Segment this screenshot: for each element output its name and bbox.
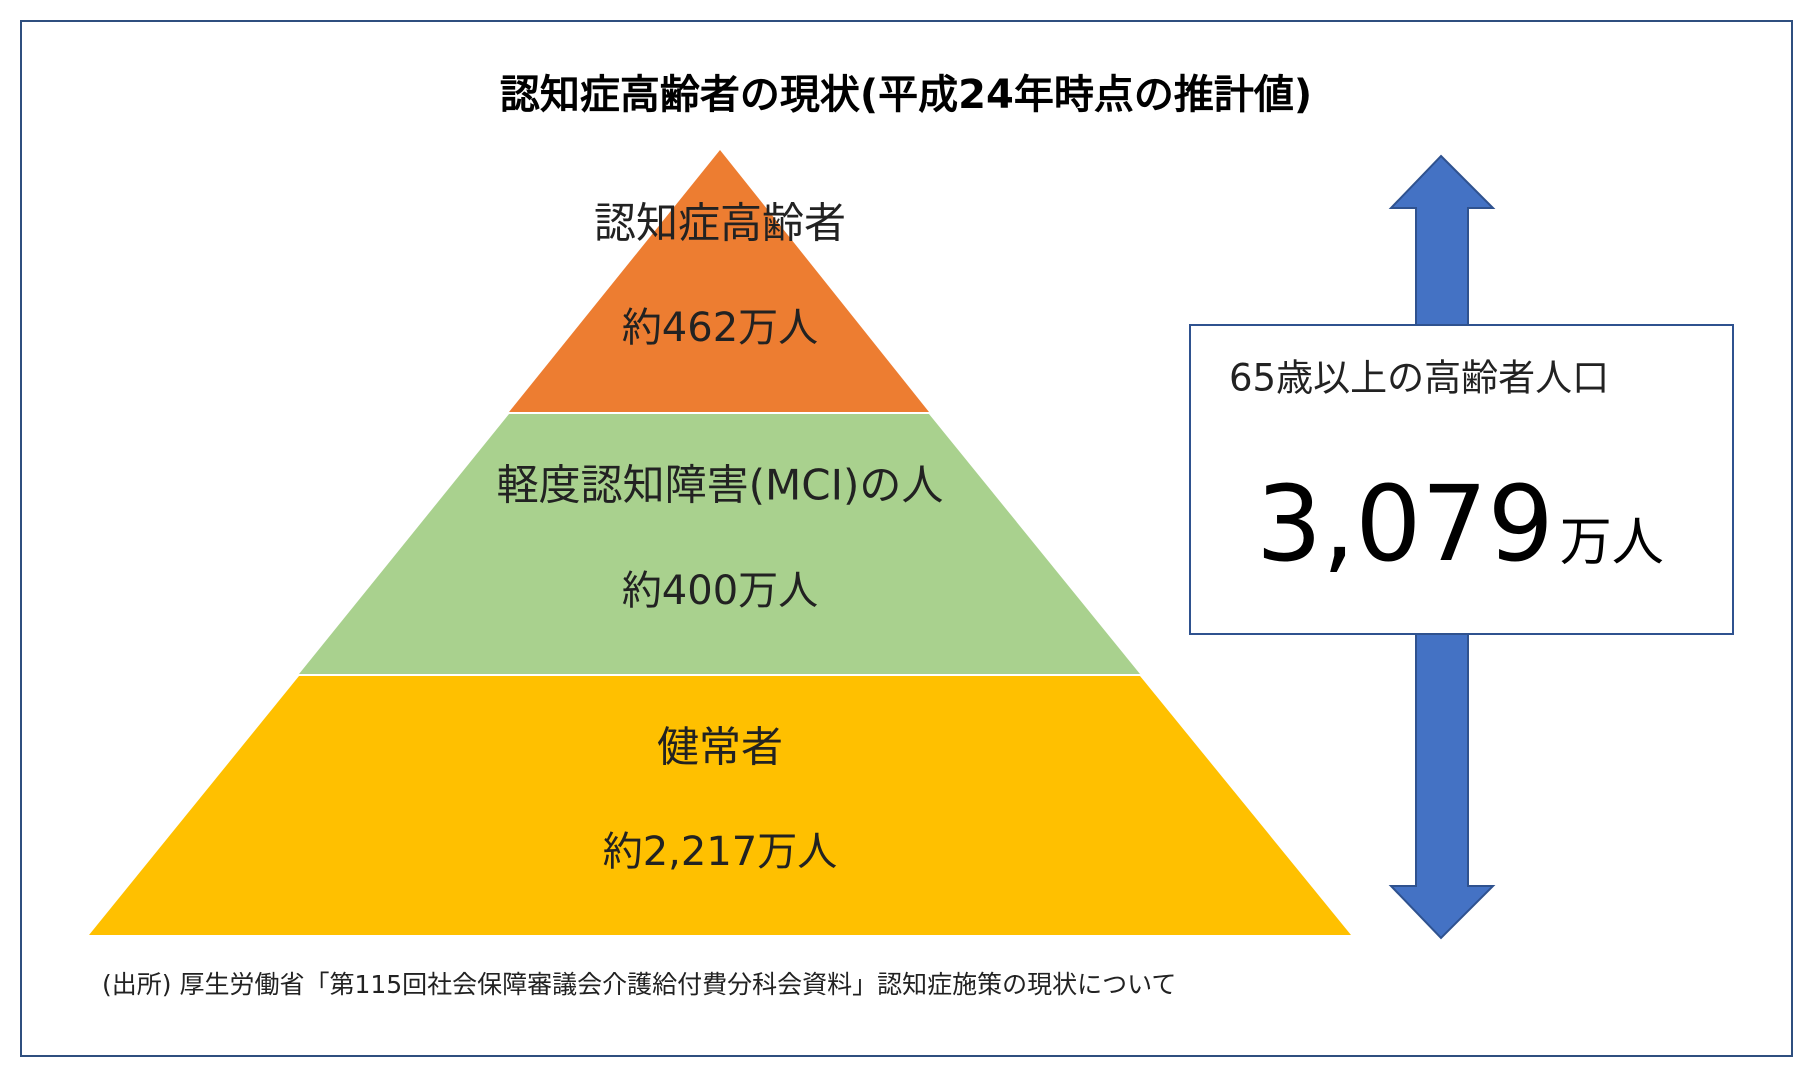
level-label: 認知症高齢者 [594, 199, 846, 248]
pyramid-middle [299, 414, 1140, 674]
total-label: 65歳以上の高齢者人口 [1229, 357, 1609, 400]
pyramid-bottom [89, 676, 1351, 935]
title: 認知症高齢者の現状(平成24年時点の推計値) [500, 72, 1312, 118]
total-value: 3,079 万人 [1256, 463, 1664, 585]
level-label: 軽度認知障害(MCI)の人 [497, 461, 944, 510]
level-value: 約2,217万人 [603, 829, 838, 875]
total-box [1189, 324, 1734, 635]
total-number: 3,079 [1256, 463, 1554, 585]
pyramid-top [509, 150, 929, 412]
level-value: 約462万人 [622, 305, 818, 351]
total-unit: 万人 [1560, 513, 1664, 573]
level-value: 約400万人 [622, 568, 818, 614]
source-note: (出所) 厚生労働省「第115回社会保障審議会介護給付費分科会資料」認知症施策の… [102, 970, 1176, 999]
level-label: 健常者 [657, 723, 783, 772]
